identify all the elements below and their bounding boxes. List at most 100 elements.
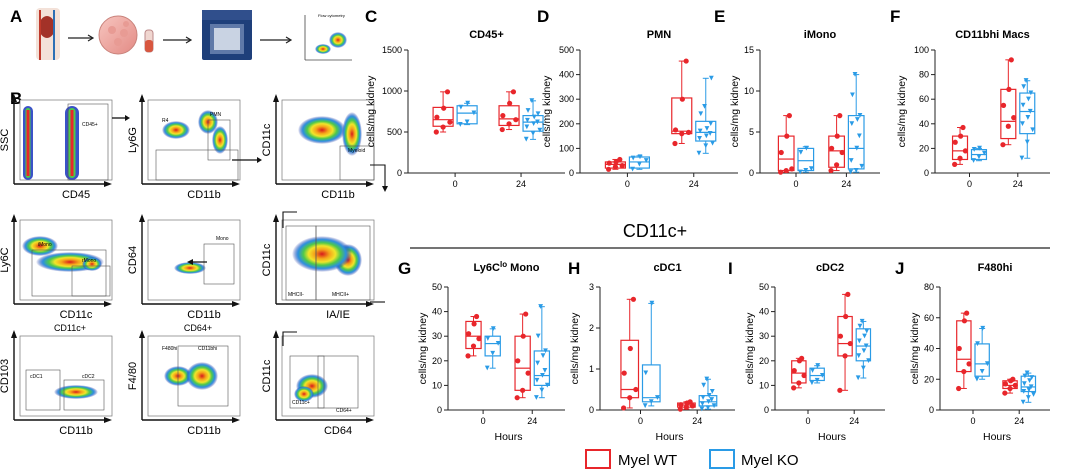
data-point — [1002, 390, 1008, 396]
flow-arrow — [370, 164, 386, 190]
flow-gate-label: cDC1 — [30, 374, 43, 380]
y-tick-label: 30 — [432, 331, 442, 341]
flow-arrow — [282, 211, 297, 228]
data-point — [606, 166, 612, 172]
flow-y-label: SSC — [0, 129, 11, 152]
data-point — [621, 405, 627, 411]
flow-plot-frame — [19, 335, 113, 417]
y-axis-label: cells/mg kidney — [417, 312, 429, 385]
data-point — [654, 395, 660, 400]
data-point — [1021, 84, 1027, 90]
panel-title-main: Ly6C — [474, 262, 501, 274]
data-point — [630, 155, 636, 161]
data-point — [520, 333, 526, 339]
y-axis-label: cells/mg kidney — [541, 75, 553, 148]
data-point — [495, 340, 501, 346]
data-point — [621, 370, 627, 376]
x-tick-label: 24 — [692, 416, 702, 426]
data-point — [783, 167, 789, 174]
flow-x-arrowhead — [366, 301, 374, 307]
flow-x-label: CD11c — [60, 309, 93, 321]
x-tick-label: 24 — [841, 179, 851, 189]
data-point — [860, 365, 866, 371]
data-point — [960, 124, 966, 131]
flow-plot: CD45+ SSC CD45 — [0, 94, 113, 201]
data-point — [697, 128, 703, 134]
flow-x-arrowhead — [104, 301, 112, 307]
flow-y-arrowhead — [273, 94, 279, 102]
data-point — [857, 113, 863, 118]
flow-population-blob — [82, 257, 102, 271]
x-axis-label: Hours — [655, 431, 683, 443]
flow-gate-label: CD45+ — [82, 122, 98, 128]
panel-title: CD11bhi Macs — [955, 29, 1030, 41]
data-point — [525, 370, 531, 376]
data-point — [952, 139, 958, 145]
flow-x-label: CD64 — [324, 425, 352, 437]
cd11c-group-title: CD11c+ — [623, 221, 687, 241]
box-iqr — [695, 120, 717, 142]
data-point — [859, 318, 865, 324]
data-point — [961, 368, 967, 375]
flow-y-label: CD11c — [261, 359, 273, 392]
y-tick-label: 0 — [749, 168, 754, 178]
data-point — [849, 121, 855, 126]
data-point — [471, 110, 477, 116]
box-iqr — [1019, 92, 1036, 135]
legend: Myel WT Myel KO — [585, 449, 799, 469]
data-point — [1000, 102, 1007, 108]
flow-arrowhead — [257, 157, 262, 163]
flow-gate-label: R4 — [162, 118, 169, 124]
data-point — [1008, 57, 1014, 63]
x-tick-label: 0 — [481, 416, 486, 426]
panel-a-workflow: A Flow cyt — [10, 7, 352, 61]
panel-title-superscript: lo — [500, 260, 507, 269]
data-point — [798, 149, 804, 155]
data-point — [1024, 139, 1030, 145]
data-point — [525, 117, 530, 123]
data-point — [433, 129, 439, 135]
y-tick-label: 20 — [432, 356, 442, 366]
data-point — [856, 353, 862, 359]
data-point — [1000, 142, 1006, 148]
panel-title: F480hi — [978, 262, 1013, 274]
data-point — [808, 166, 814, 172]
data-point — [1023, 78, 1029, 83]
data-point — [698, 111, 704, 117]
data-point — [837, 113, 843, 119]
panel-label: I — [728, 259, 733, 278]
flow-y-label: CD11c — [261, 123, 273, 156]
data-point — [834, 162, 840, 168]
data-point — [1022, 373, 1028, 379]
data-point — [786, 113, 792, 119]
y-tick-label: 40 — [919, 119, 929, 129]
data-point — [637, 154, 643, 160]
flow-gate-label: CD64+ — [336, 408, 352, 414]
panel-label: E — [714, 7, 725, 26]
y-tick-label: 1000 — [382, 86, 402, 96]
data-point — [853, 167, 859, 173]
legend-swatch-ko — [709, 449, 735, 469]
flow-gate-label: MHCII+ — [332, 292, 349, 298]
y-axis-label: cells/mg kidney — [896, 75, 908, 148]
data-point — [814, 377, 820, 383]
data-point — [539, 387, 545, 393]
data-point — [1020, 399, 1026, 405]
data-point — [709, 388, 715, 394]
y-tick-label: 60 — [924, 313, 934, 323]
data-point — [704, 126, 710, 131]
flow-population-blob — [292, 236, 352, 272]
flow-gate-label: CD11bhi — [198, 346, 217, 352]
data-point — [687, 399, 693, 405]
data-point — [700, 401, 705, 407]
flow-x-arrowhead — [232, 181, 240, 187]
data-point — [1025, 115, 1031, 120]
y-tick-label: 0 — [437, 405, 442, 415]
data-point — [485, 336, 491, 341]
data-point — [458, 104, 464, 110]
data-point — [861, 348, 867, 354]
data-point — [441, 105, 447, 111]
flow-y-label: CD11c — [261, 243, 273, 276]
